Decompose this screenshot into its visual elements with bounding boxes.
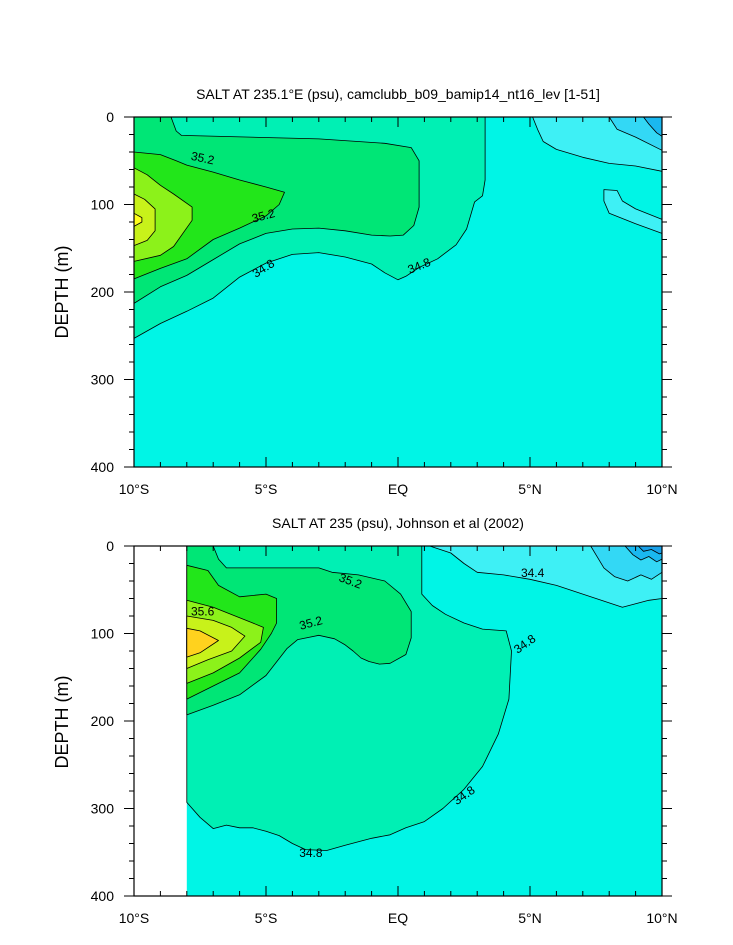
- x-tick-label: 10°S: [119, 910, 150, 926]
- contour-label: 35.2: [298, 613, 324, 633]
- x-tick-label: 5°S: [255, 481, 278, 497]
- y-tick-label: 0: [106, 109, 114, 125]
- chart-title: SALT AT 235.1°E (psu), camclubb_b09_bami…: [196, 86, 600, 102]
- x-tick-label: 5°N: [518, 481, 542, 497]
- y-axis-label: DEPTH (m): [52, 676, 72, 769]
- y-axis-label: DEPTH (m): [52, 246, 72, 339]
- y-tick-label: 200: [91, 713, 115, 729]
- x-tick-label: EQ: [388, 910, 408, 926]
- contour-label: 34.8: [299, 846, 323, 860]
- contour-label: 34.4: [521, 566, 545, 580]
- y-tick-label: 100: [91, 626, 115, 642]
- contour-region-s36_0: [186, 627, 219, 658]
- contour-region-s35_0: [186, 545, 412, 716]
- panel-observations: SALT AT 235 (psu), Johnson et al (2002) …: [52, 515, 678, 926]
- panel-model: SALT AT 235.1°E (psu), camclubb_b09_bami…: [52, 86, 678, 497]
- x-tick-label: 10°N: [646, 481, 677, 497]
- x-tick-label: 5°N: [518, 910, 542, 926]
- x-tick-label: 10°N: [646, 910, 677, 926]
- y-tick-label: 400: [91, 459, 115, 475]
- x-tick-label: EQ: [388, 481, 408, 497]
- contour-plot-area: [186, 545, 663, 896]
- y-tick-label: 0: [106, 538, 114, 554]
- contour-plot-area: [133, 116, 663, 467]
- chart-title: SALT AT 235 (psu), Johnson et al (2002): [272, 515, 524, 531]
- x-tick-label: 5°S: [255, 910, 278, 926]
- y-tick-label: 200: [91, 284, 115, 300]
- y-tick-label: 100: [91, 197, 115, 213]
- y-tick-label: 300: [91, 801, 115, 817]
- contour-label: 35.2: [190, 149, 216, 168]
- contour-label: 35.2: [250, 206, 276, 226]
- y-tick-label: 300: [91, 372, 115, 388]
- contour-label: 35.6: [191, 605, 215, 619]
- y-tick-label: 400: [91, 888, 115, 904]
- contour-region-s35_0: [133, 116, 420, 304]
- x-tick-label: 10°S: [119, 481, 150, 497]
